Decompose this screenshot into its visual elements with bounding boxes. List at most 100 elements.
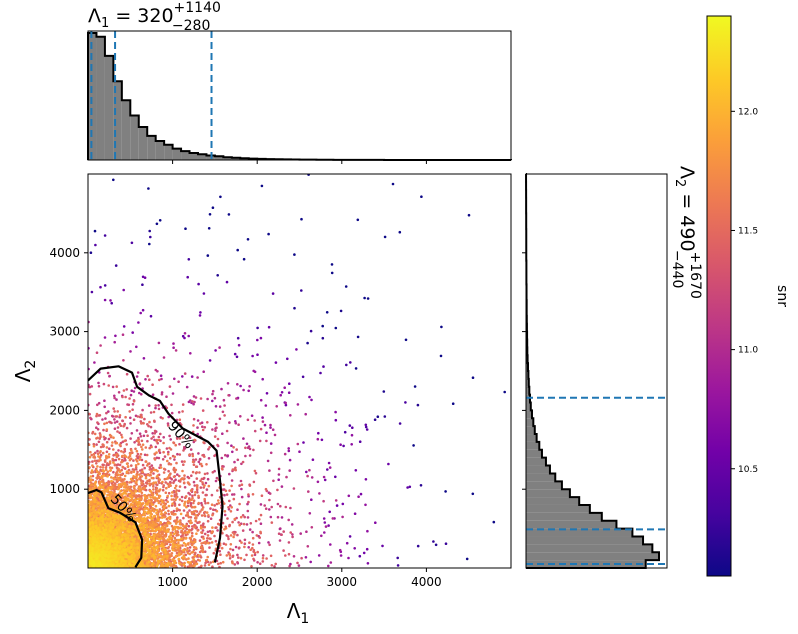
scatter-point [170,498,174,501]
scatter-point [151,493,154,497]
scatter-point [116,487,120,491]
scatter-point [270,505,274,509]
scatter-point [212,508,215,512]
scatter-point [190,505,194,509]
scatter-point [322,499,325,503]
scatter-point [321,336,325,340]
scatter-point [129,393,133,397]
scatter-point [160,391,164,394]
scatter-point [133,494,137,497]
scatter-point [269,554,273,558]
scatter-point [246,509,250,513]
scatter-point [381,544,384,548]
scatter-point [181,436,185,439]
scatter-point [135,375,139,378]
scatter-point [207,457,211,460]
scatter-point [305,530,308,533]
scatter-point [123,477,126,481]
scatter-point [165,395,168,399]
scatter-point [120,468,123,472]
scatter-point [265,557,268,560]
scatter-point [221,488,225,491]
scatter-point [234,545,238,549]
scatter-point [267,232,270,236]
scatter-point [238,502,241,506]
scatter-point [204,481,208,485]
scatter-point [121,333,125,337]
scatter-point [189,561,192,564]
scatter-point [149,501,153,504]
scatter-point [175,507,179,510]
scatter-point [292,487,296,490]
scatter-point [214,479,218,483]
scatter-point [128,410,131,413]
scatter-point [189,540,193,543]
scatter-point [166,494,169,498]
scatter-point [174,522,178,525]
scatter-point [199,462,203,466]
scatter-point [214,349,217,352]
scatter-point [200,545,203,549]
scatter-point [179,549,182,552]
scatter-point [300,217,303,221]
scatter-point [148,465,152,469]
scatter-point [93,432,97,436]
scatter-point [267,541,270,544]
scatter-point [238,523,241,527]
scatter-point [204,501,207,505]
scatter-point [88,443,91,446]
scatter-point [451,402,455,406]
scatter-point [268,543,271,547]
scatter-point [118,463,122,467]
scatter-point [339,443,342,447]
scatter-point [131,408,134,412]
scatter-point [206,477,210,481]
scatter-point [284,401,288,405]
scatter-point [276,515,280,519]
scatter-point [112,477,116,481]
scatter-point [287,552,291,556]
scatter-point [103,234,107,237]
scatter-point [284,505,288,509]
scatter-point [198,520,201,524]
scatter-point [419,484,423,487]
scatter-point [173,536,177,540]
scatter-point [158,219,162,222]
scatter-point [178,498,182,501]
scatter-point [120,473,124,477]
scatter-point [327,524,330,527]
scatter-point [158,481,161,485]
scatter-point [129,452,132,456]
scatter-point [166,424,170,427]
scatter-point [291,533,294,536]
scatter-point [172,475,176,479]
scatter-point [200,501,203,505]
scatter-point [328,510,332,514]
scatter-point [172,498,175,501]
scatter-point [261,554,265,557]
scatter-point [148,504,152,508]
scatter-point [194,509,197,513]
scatter-point [141,408,144,412]
scatter-point [103,336,107,339]
scatter-point [218,405,222,408]
scatter-point [328,466,332,469]
scatter-point [148,468,152,471]
scatter-point [219,195,222,199]
scatter-point [126,502,130,505]
scatter-point [398,422,402,425]
scatter-point [242,522,246,526]
scatter-point [178,508,181,512]
scatter-point [247,546,250,549]
scatter-point [276,502,280,506]
scatter-point [181,375,184,378]
scatter-point [279,527,282,530]
scatter-point [196,432,199,436]
scatter-point [156,469,159,473]
scatter-point [193,438,196,442]
scatter-point [132,485,136,489]
scatter-point [164,511,167,514]
scatter-point [218,417,222,421]
scatter-point [471,376,475,380]
